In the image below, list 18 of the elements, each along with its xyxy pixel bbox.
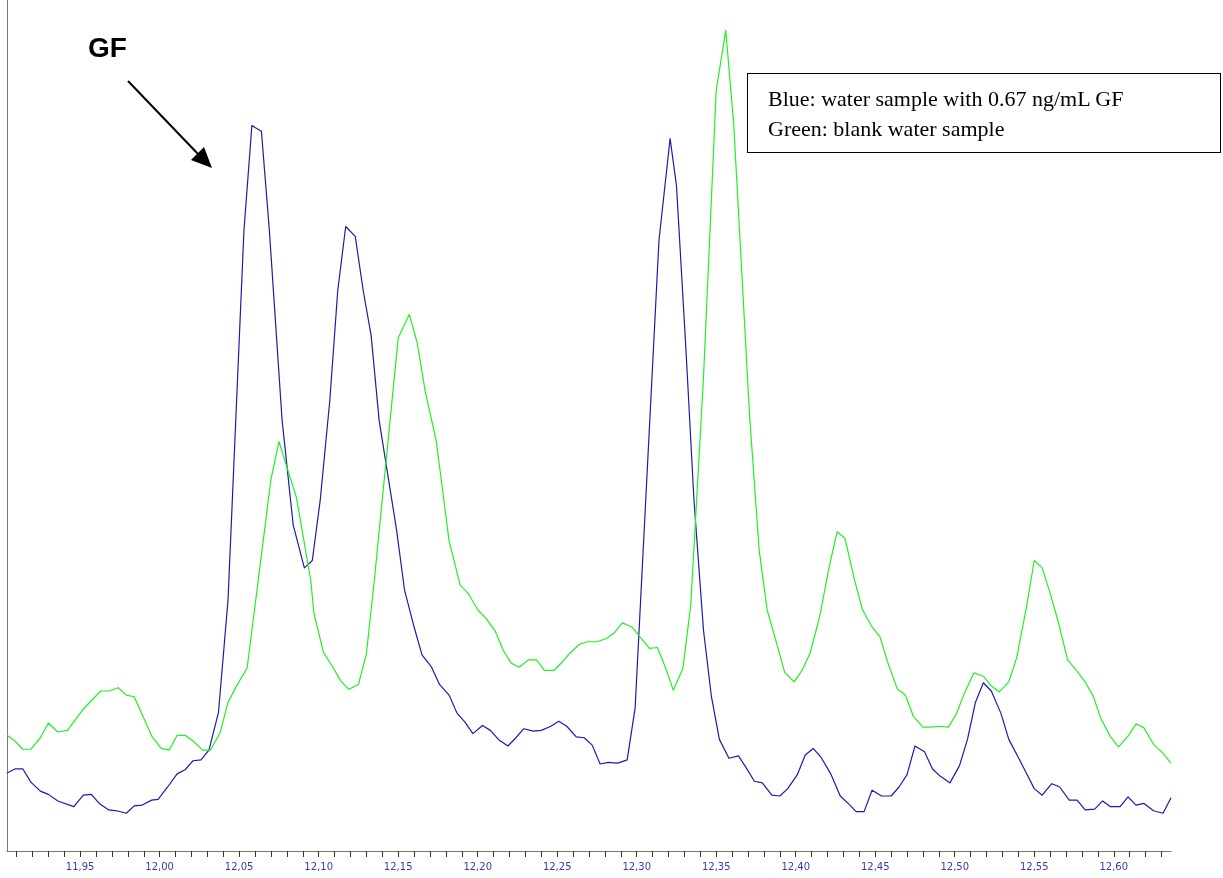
- x-tick-label: 12,15: [383, 860, 413, 872]
- x-tick-label: 12,20: [463, 860, 493, 872]
- x-tick-label: 11,95: [65, 860, 95, 872]
- x-tick-label: 12,30: [622, 860, 652, 872]
- annotation: Blue: water sample with 0.67 ng/mL GF: [768, 85, 1125, 113]
- x-tick-label: 12,05: [224, 860, 254, 872]
- x-tick-label: 12,00: [145, 860, 174, 872]
- x-tick-label: 12,45: [860, 860, 890, 872]
- x-tick-label: 12,55: [1019, 860, 1049, 872]
- x-tick-label: 12,25: [542, 860, 572, 872]
- annotation: GF: [88, 32, 127, 64]
- x-tick-label: 12,50: [940, 860, 970, 872]
- x-tick-label: 12,10: [304, 860, 333, 872]
- x-tick-label: 12,35: [701, 860, 731, 872]
- x-tick-label: 12,60: [1099, 860, 1129, 872]
- annotation: Green: blank water sample: [768, 115, 1006, 143]
- x-tick-label: 12,40: [781, 860, 811, 872]
- text-box: Blue: water sample with 0.67 ng/mL GF Green: blank water sample: [747, 73, 1221, 153]
